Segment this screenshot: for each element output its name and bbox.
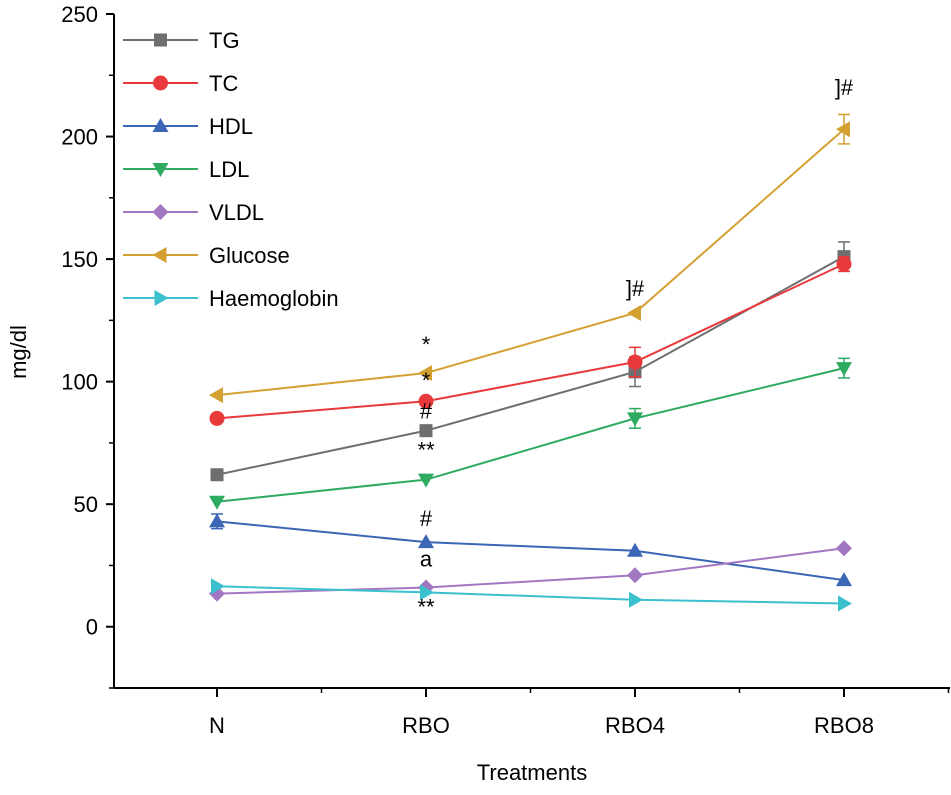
data-point-haemoglobin — [838, 595, 852, 612]
series-line-tg — [216, 255, 845, 476]
legend-item-vldl: VLDL — [123, 200, 264, 225]
significance-label: ** — [417, 438, 435, 463]
legend-marker-haemoglobin — [154, 290, 169, 306]
data-point-hdl — [418, 534, 434, 549]
data-point-haemoglobin — [629, 591, 643, 608]
legend-label: Glucose — [209, 243, 290, 268]
data-point-tc — [418, 393, 434, 409]
data-point-tg — [419, 424, 433, 438]
data-point-tc — [836, 256, 852, 272]
series-line-ldl — [216, 367, 845, 503]
legend-item-glucose: Glucose — [123, 243, 290, 268]
x-tick-label: RBO4 — [605, 713, 665, 738]
data-point-ldl — [209, 495, 225, 510]
legend-marker-tg — [154, 33, 167, 47]
data-point-hdl — [209, 513, 225, 528]
series-haemoglobin — [211, 578, 852, 612]
data-point-glucose — [418, 365, 432, 382]
data-point-tc — [209, 410, 225, 426]
series-line-vldl — [216, 547, 845, 595]
data-point-haemoglobin — [211, 578, 225, 595]
data-point-hdl — [627, 542, 643, 557]
annotation-layer: **#**#a**]#]# — [417, 75, 853, 620]
y-tick-label: 250 — [61, 2, 98, 27]
legend-marker-glucose — [152, 247, 167, 263]
series-glucose — [209, 113, 850, 404]
significance-label: * — [422, 332, 431, 357]
data-point-vldl — [627, 567, 643, 584]
series-line-tc — [216, 263, 845, 420]
significance-label: ** — [417, 594, 435, 619]
significance-label: a — [420, 547, 433, 572]
series-line-glucose — [216, 128, 845, 397]
y-axis-title: mg/dl — [6, 325, 31, 379]
legend-item-haemoglobin: Haemoglobin — [123, 286, 339, 311]
data-point-glucose — [627, 305, 641, 322]
axes: 0 50 100 150 200 250 N RBO RBO4 RBO8 — [61, 2, 950, 738]
y-tick-label: 0 — [86, 615, 98, 640]
significance-label: ]# — [835, 75, 854, 100]
legend-label: TC — [209, 71, 238, 96]
data-point-ldl — [418, 473, 434, 488]
series-tc — [209, 255, 852, 426]
data-point-glucose — [836, 121, 850, 138]
legend-marker-ldl — [152, 163, 169, 177]
x-tick-label: RBO8 — [814, 713, 874, 738]
x-axis-title: Treatments — [477, 760, 587, 785]
y-tick-label: 50 — [74, 492, 98, 517]
y-tick-label: 150 — [61, 247, 98, 272]
series-tg — [210, 241, 851, 482]
series-ldl — [209, 357, 852, 510]
data-point-tc — [627, 354, 643, 370]
significance-label: ]# — [626, 276, 645, 301]
series-line-hdl — [216, 520, 845, 582]
data-point-hdl — [836, 572, 852, 587]
data-point-glucose — [209, 387, 223, 404]
legend-label: Haemoglobin — [209, 286, 339, 311]
significance-label: # — [420, 506, 433, 531]
legend-label: VLDL — [209, 200, 264, 225]
data-point-ldl — [627, 412, 643, 427]
legend-item-tg: TG — [123, 28, 240, 53]
y-tick-label: 100 — [61, 370, 98, 395]
series-layer — [209, 113, 852, 612]
legend-marker-tc — [153, 75, 168, 91]
series-line-haemoglobin — [216, 585, 845, 605]
legend-marker-hdl — [152, 118, 169, 132]
significance-label: # — [420, 398, 433, 423]
data-point-ldl — [836, 362, 852, 377]
y-tick-label: 200 — [61, 125, 98, 150]
legend-label: LDL — [209, 157, 249, 182]
legend-label: HDL — [209, 114, 253, 139]
legend-item-hdl: HDL — [123, 114, 253, 139]
series-vldl — [209, 540, 852, 602]
x-tick-label: RBO — [402, 713, 450, 738]
legend-label: TG — [209, 28, 240, 53]
x-tick-label: N — [209, 713, 225, 738]
legend-item-tc: TC — [123, 71, 238, 96]
significance-label: * — [422, 368, 431, 393]
data-point-tg — [210, 468, 224, 482]
legend-item-ldl: LDL — [123, 157, 249, 182]
data-point-haemoglobin — [420, 584, 434, 601]
series-hdl — [209, 513, 852, 587]
legend: TG TC HDL LDL VLDL Glucose Haemoglobin — [123, 28, 339, 311]
legend-marker-vldl — [152, 204, 169, 220]
data-point-vldl — [836, 540, 852, 557]
